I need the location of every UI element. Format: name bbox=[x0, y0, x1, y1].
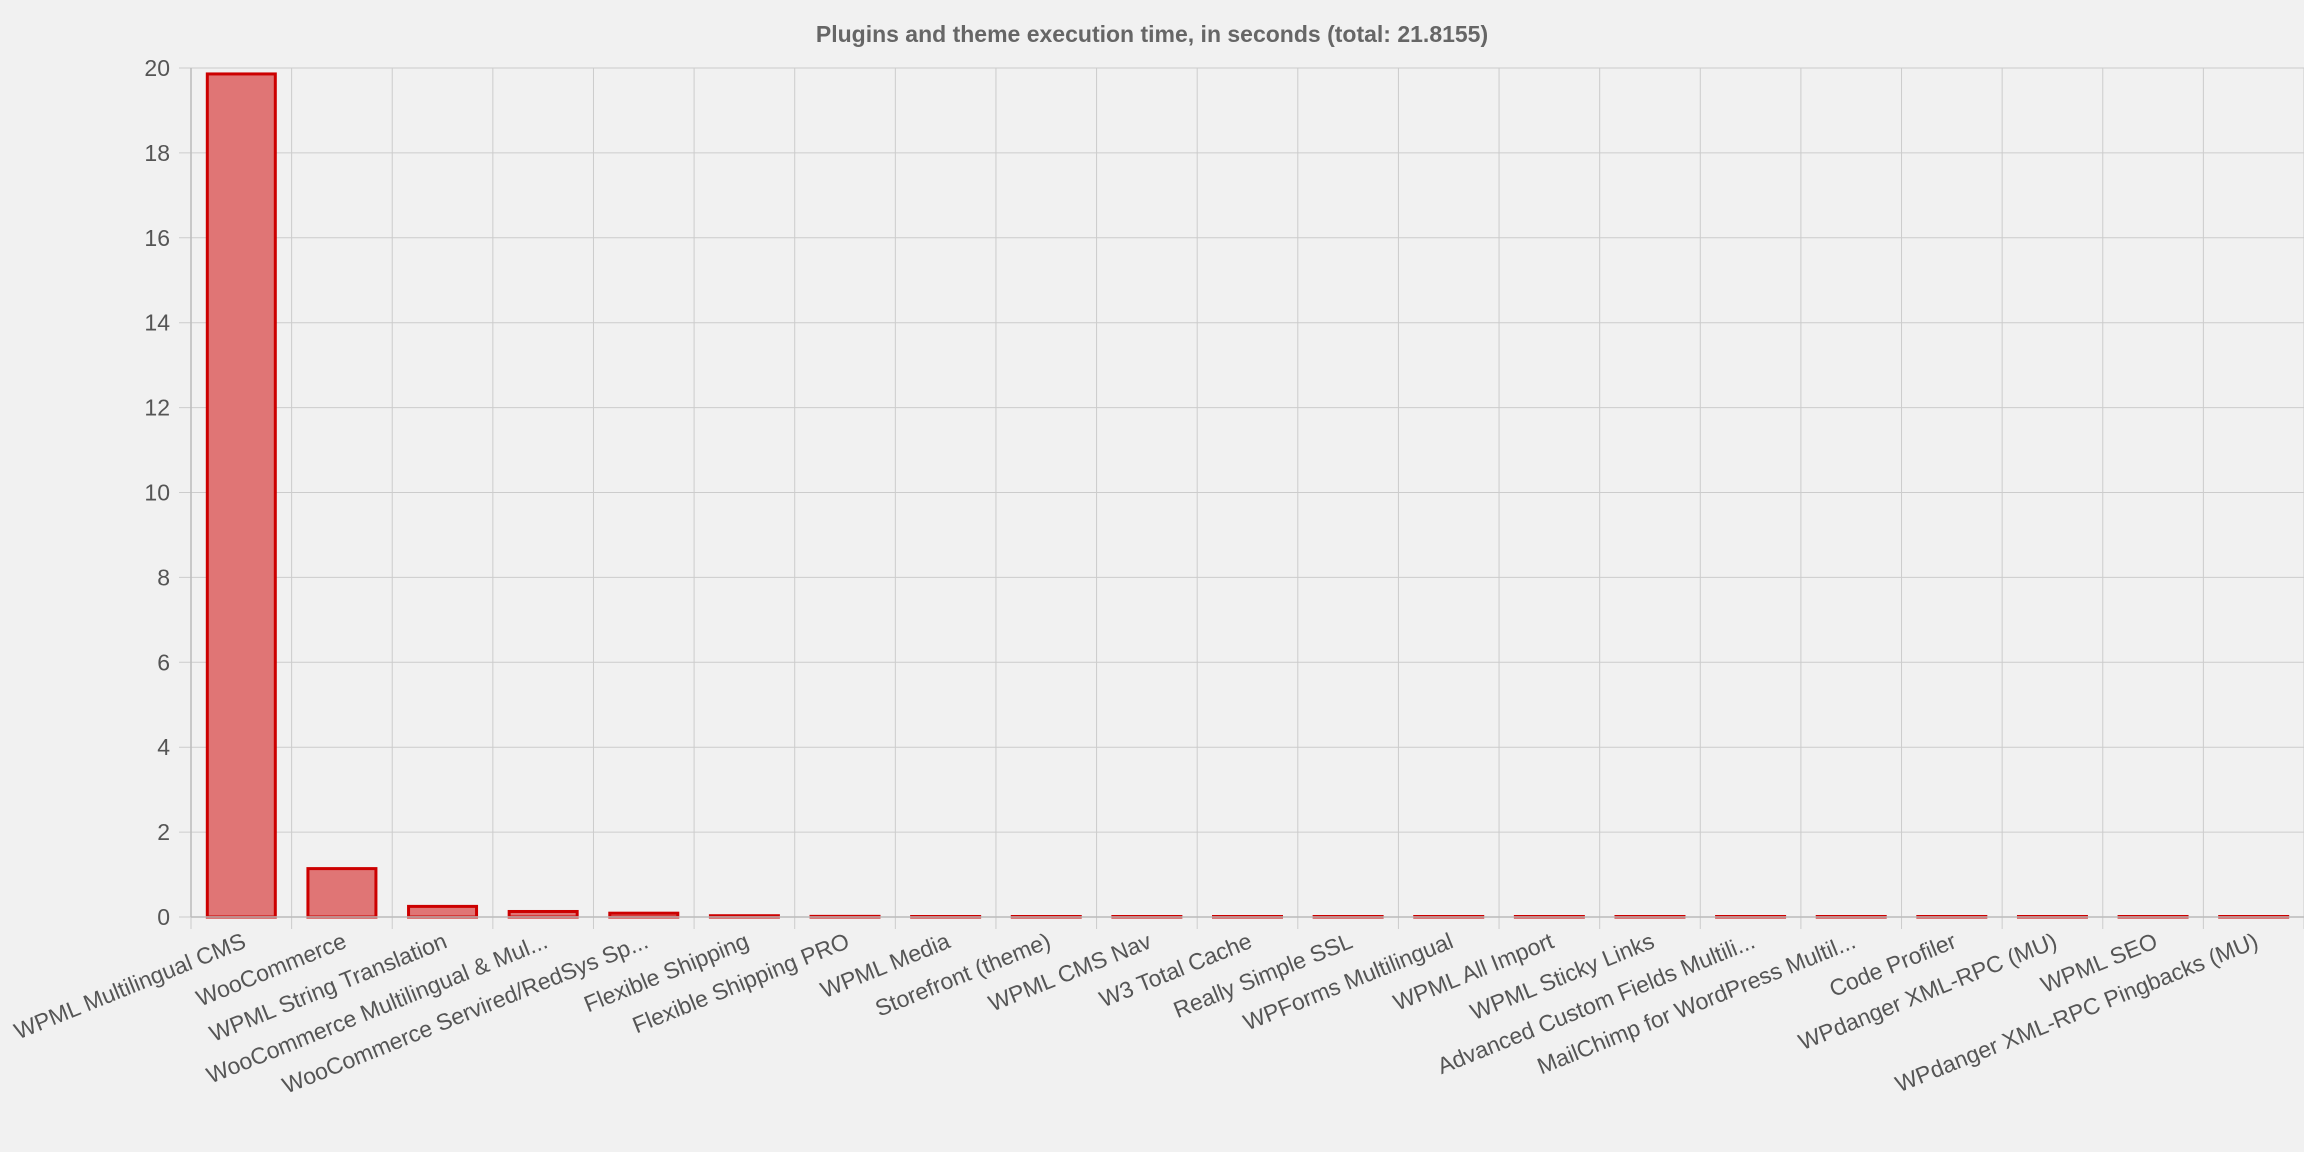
y-tick-label: 4 bbox=[157, 734, 170, 760]
y-tick-label: 12 bbox=[144, 395, 170, 421]
y-tick-label: 20 bbox=[144, 55, 170, 81]
y-tick-label: 18 bbox=[144, 140, 170, 166]
y-tick-label: 0 bbox=[157, 904, 170, 930]
grid bbox=[179, 67, 2304, 929]
chart-title: Plugins and theme execution time, in sec… bbox=[816, 21, 1488, 47]
bar[interactable] bbox=[306, 867, 378, 919]
y-tick-label: 16 bbox=[144, 225, 170, 251]
y-tick-label: 2 bbox=[157, 819, 170, 845]
y-tick-label: 14 bbox=[144, 310, 170, 336]
y-tick-label: 8 bbox=[157, 564, 170, 590]
y-axis-tick-labels: 0 2 4 6 8 10 12 14 16 18 20 bbox=[144, 55, 170, 930]
bar[interactable] bbox=[507, 909, 579, 919]
axes bbox=[190, 68, 2304, 918]
bar[interactable] bbox=[205, 72, 277, 919]
bars bbox=[205, 72, 2290, 919]
y-tick-label: 10 bbox=[144, 480, 170, 506]
bar[interactable] bbox=[407, 904, 479, 919]
y-tick-label: 6 bbox=[157, 649, 170, 675]
